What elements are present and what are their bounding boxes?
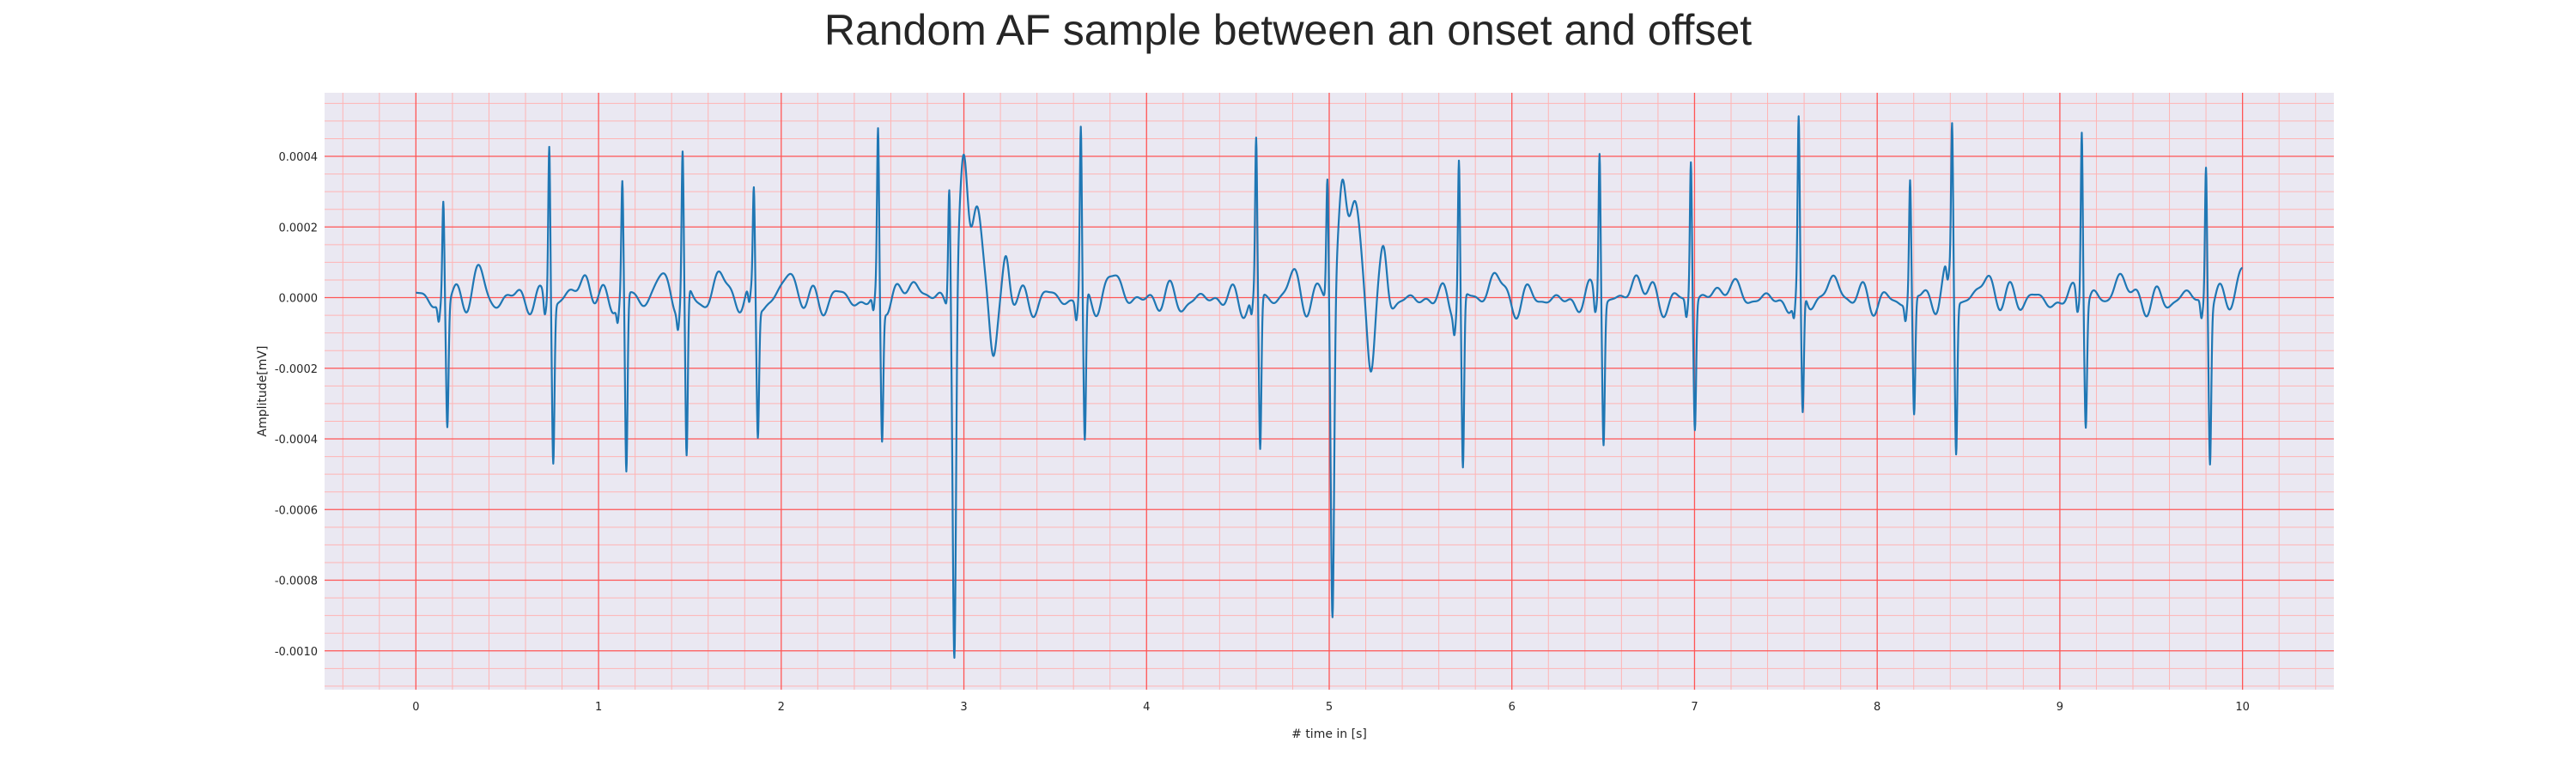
- x-tick-label: 0: [412, 701, 419, 714]
- x-axis-label: # time in [s]: [1291, 727, 1367, 741]
- x-axis-ticks: 0 1 2 3 4 5 6 7 8 9 10: [412, 701, 2250, 714]
- chart-title: Random AF sample between an onset and of…: [823, 6, 1753, 54]
- ecg-signal-line: [415, 115, 2244, 659]
- x-tick-label: 5: [1326, 701, 1333, 714]
- x-tick-label: 3: [960, 701, 967, 714]
- x-tick-label: 1: [595, 701, 602, 714]
- y-tick-label: 0.0002: [279, 222, 319, 234]
- y-axis-ticks: 0.0004 0.0002 0.0000 -0.0002 -0.0004 -0.0006 -…: [275, 151, 318, 659]
- x-tick-label: 10: [2235, 701, 2250, 714]
- y-tick-label: -0.0002: [275, 363, 318, 376]
- x-tick-label: 7: [1691, 701, 1698, 714]
- y-tick-label: 0.0004: [279, 151, 319, 164]
- y-axis-label: Amplitude[mV]: [256, 346, 270, 437]
- x-tick-label: 9: [2057, 701, 2063, 714]
- y-tick-label: -0.0006: [275, 504, 318, 517]
- y-tick-label: -0.0004: [275, 434, 318, 447]
- x-tick-label: 4: [1143, 701, 1150, 714]
- x-tick-label: 8: [1874, 701, 1880, 714]
- y-tick-label: 0.0000: [279, 293, 319, 306]
- y-tick-label: -0.0010: [275, 646, 318, 659]
- x-tick-label: 2: [778, 701, 785, 714]
- y-tick-label: -0.0008: [275, 575, 318, 588]
- x-tick-label: 6: [1509, 701, 1516, 714]
